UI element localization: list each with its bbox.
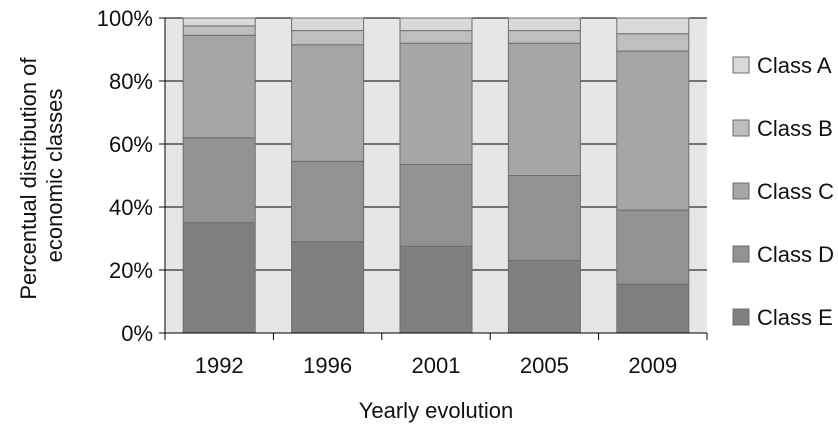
- axes: [159, 17, 708, 340]
- bar-segment-class-b-2001: [399, 30, 473, 44]
- bar-segment-class-a-2005: [507, 17, 581, 32]
- bar-segment-class-d-2009: [616, 209, 690, 285]
- bar-segment-class-a-2009: [616, 17, 690, 35]
- bar-segment-class-a-1996: [291, 17, 365, 32]
- y-axis-title: Percentual distribution of economic clas…: [16, 51, 67, 299]
- bar-segment-class-e-2009: [616, 283, 690, 334]
- x-tick-label: 2009: [628, 353, 677, 378]
- legend-label-class-c: Class C: [757, 179, 834, 204]
- bar-segment-class-a-1992: [182, 17, 256, 27]
- bar-segment-class-c-1992: [182, 34, 256, 139]
- x-tick-labels: 1992 1996 2001 2005 2009: [195, 353, 678, 378]
- x-axis-title: Yearly evolution: [359, 398, 514, 423]
- x-tick-label: 1996: [303, 353, 352, 378]
- y-tick-label: 40%: [109, 195, 153, 220]
- y-tick-label: 80%: [109, 69, 153, 94]
- bar-segment-class-b-1996: [291, 30, 365, 46]
- bar-segment-class-c-1996: [291, 44, 365, 162]
- x-tick-label: 2001: [412, 353, 461, 378]
- bar-segment-class-e-1996: [291, 241, 365, 334]
- legend-label-class-d: Class D: [757, 242, 834, 267]
- legend-swatch-class-b: [732, 119, 750, 137]
- bar-segment-class-b-2009: [616, 33, 690, 52]
- y-tick-label: 60%: [109, 132, 153, 157]
- bar-segment-class-b-1992: [182, 25, 256, 36]
- bar-segment-class-b-2005: [507, 30, 581, 44]
- legend-swatch-class-e: [732, 308, 750, 326]
- x-tick-label: 1992: [195, 353, 244, 378]
- bar-segment-class-c-2005: [507, 42, 581, 177]
- bar-segment-class-c-2009: [616, 50, 690, 211]
- bar-segment-class-e-2001: [399, 245, 473, 334]
- y-axis-title-line-1: Percentual distribution of: [16, 57, 41, 300]
- legend-swatch-class-d: [732, 245, 750, 263]
- legend-swatch-class-c: [732, 182, 750, 200]
- y-tick-label: 20%: [109, 258, 153, 283]
- bar-segment-class-d-1996: [291, 160, 365, 243]
- bar-segment-class-e-1992: [182, 222, 256, 334]
- bar-segment-class-d-2001: [399, 163, 473, 247]
- bars: [182, 17, 690, 334]
- legend: Class A Class B Class C Class D Class E: [732, 53, 834, 330]
- y-tick-label: 100%: [97, 6, 153, 31]
- bar-segment-class-d-2005: [507, 175, 581, 262]
- bar-segment-class-d-1992: [182, 137, 256, 224]
- y-tick-label: 0%: [121, 321, 153, 346]
- legend-label-class-b: Class B: [757, 116, 833, 141]
- bar-segment-class-c-2001: [399, 42, 473, 165]
- bar-segment-class-a-2001: [399, 17, 473, 32]
- bar-segment-class-e-2005: [507, 260, 581, 334]
- legend-label-class-e: Class E: [757, 305, 833, 330]
- x-tick-label: 2005: [520, 353, 569, 378]
- legend-swatch-class-a: [732, 56, 750, 74]
- legend-label-class-a: Class A: [757, 53, 832, 78]
- y-axis-title-line-2: economic classes: [42, 89, 67, 263]
- y-tick-labels: 0% 20% 40% 60% 80% 100%: [97, 6, 153, 346]
